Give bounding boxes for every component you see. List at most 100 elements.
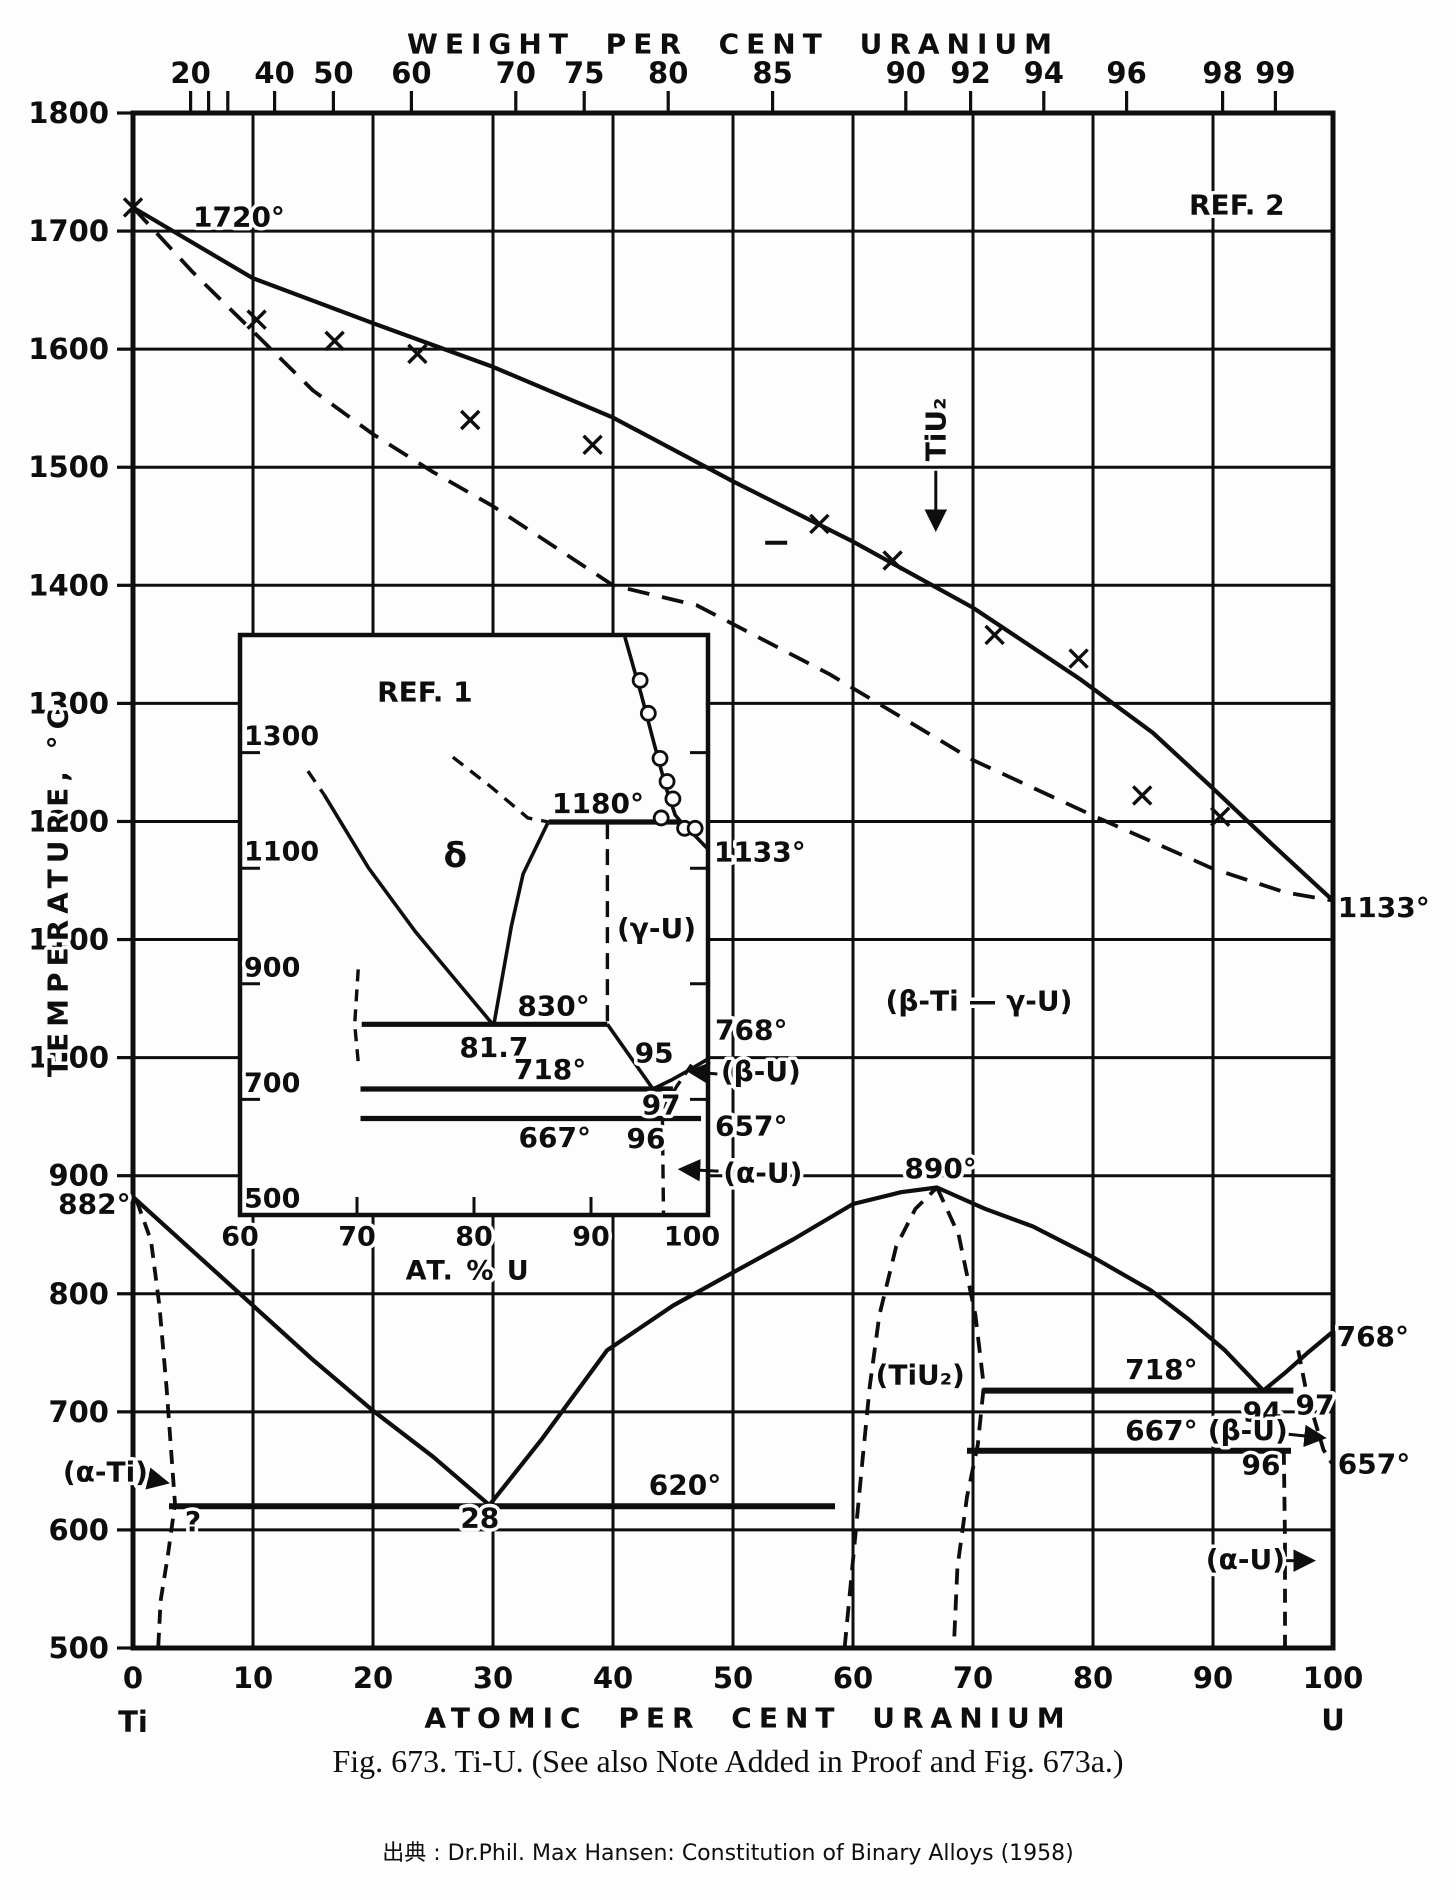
top-axis-tick-label: 75 [564,56,604,90]
inset-circle-marker [631,671,649,689]
inset-circle-marker [639,704,657,722]
inset-circle-marker [658,773,676,790]
annotation-βTiγU: (β-Ti — γ-U) [886,984,1073,1017]
inset-y-tick-label: 500 [244,1184,300,1215]
inset-series-delta-right-upper [451,755,550,824]
figure-caption: Fig. 673. Ti-U. (See also Note Added in … [332,1743,1123,1779]
series-beta-ti-liquidus [131,1195,491,1507]
inset-x-axis-title: AT. % U [406,1256,531,1287]
top-axis-tick-label: 20 [170,56,210,90]
annotation-REF1: REF. 1 [377,675,473,708]
annotation-δ: δ [444,836,467,876]
annotation-TiU: TiU₂ [919,398,952,462]
top-axis-tick-label: 80 [648,56,688,90]
annotation-667: 667° [1125,1414,1197,1447]
inset-series-delta-left [322,793,495,1026]
inset-circle-marker [652,809,670,827]
main-series [131,205,1335,1649]
annotation-αU: (α-U) [723,1156,802,1189]
annotation-667: 667° [519,1121,591,1154]
inset-y-tick-label: 1300 [244,721,319,752]
series-alpha-ti-solvus [134,1199,177,1649]
x-marker [1209,806,1231,827]
annotation-817: 81.7 [459,1031,528,1064]
annotation-95: 95 [635,1037,674,1070]
annotation-97: 97 [1296,1388,1335,1421]
y-axis-tick-label: 500 [48,1631,109,1665]
y-axis-tick-label: 1600 [28,332,109,366]
annotation-arrow [139,1467,170,1490]
y-axis-tick-label: 1700 [28,214,109,248]
x-axis-end-label-ti: Ti [118,1705,148,1739]
annotation-TiU: (TiU₂) [876,1359,965,1392]
x-marker [809,513,830,535]
x-marker [984,624,1005,646]
annotation-657: 657° [1338,1447,1410,1480]
x-marker [459,409,481,431]
top-axis-tick-label: 50 [313,56,353,90]
series-peritectic-rise [1262,1329,1335,1393]
inset-x-tick-label: 80 [455,1222,493,1253]
annotation-890: 890° [904,1152,976,1185]
y-axis-tick-label: 700 [48,1395,109,1429]
top-axis-title: WEIGHT PER CENT URANIUM [407,28,1059,61]
x-marker [324,330,345,352]
x-marker [407,343,428,365]
y-axis-tick-label: 600 [48,1513,109,1547]
x-marker [1068,648,1089,669]
top-axis-tick-label: 94 [1024,56,1064,90]
y-axis-tick-label: 800 [48,1277,109,1311]
x-axis-title: ATOMIC PER CENT URANIUM [424,1702,1071,1735]
x-axis-tick-label: 50 [713,1661,753,1695]
annotation-657: 657° [715,1109,787,1142]
x-axis-tick-label: 10 [233,1661,273,1695]
annotation-1133: 1133° [1338,891,1430,924]
annotation-96: 96 [627,1122,666,1155]
x-marker [882,550,903,571]
x-marker [246,309,267,330]
y-axis-tick-label: 900 [48,1159,109,1193]
annotation-768: 768° [715,1014,787,1047]
inset-x-tick-label: 90 [572,1222,610,1253]
annotation-718: 718° [1125,1353,1197,1386]
annotation-28: 28 [460,1502,499,1535]
grid [130,110,1336,1651]
top-axis-tick-label: 40 [254,56,294,90]
y-axis-tick-label: 1000 [28,1041,109,1075]
y-axis-tick-label: 1500 [28,450,109,484]
inset-circle-marker [664,790,682,808]
series-beta-u-boundary [1296,1350,1335,1467]
inset-y-tick-label: 700 [244,1068,300,1099]
annotation-620: 620° [649,1469,721,1502]
annotation-γU: (γ-U) [617,912,696,945]
annotation-arrow [1288,1424,1327,1448]
x-axis-tick-label: 80 [1073,1661,1113,1695]
x-axis-end-label-u: U [1321,1703,1345,1737]
annotation-arrow [687,1062,718,1085]
top-axis-tick-label: 70 [496,56,536,90]
series-eutectic-dome [487,1185,1265,1507]
inset-series-alpha-u-dashed-inset [660,1118,666,1216]
top-axis: 20 40 50 60 70 75 80 85 90 92 94 96 98 99 WEIGHT PER C… [167,24,1299,114]
x-axis-tick-label: 90 [1193,1661,1233,1695]
x-axis-tick-label: 70 [953,1661,993,1695]
annotation-βU: (β-U) [1208,1414,1288,1447]
data-markers [122,197,1231,827]
inset-x-tick-label: 60 [221,1222,259,1253]
x-marker [582,434,603,455]
annotation-94: 94 [1243,1395,1282,1428]
y-axis-tick-label: 1400 [28,568,109,602]
annotation-βU: (β-U) [721,1055,801,1088]
series-tiu2-right-boundary [935,1186,986,1649]
annotation-1720: 1720° [193,200,285,233]
inset-series-left-bracket-dashed [353,969,360,1062]
top-axis-tick-label: 85 [752,56,792,90]
top-axis-tick-label: 96 [1106,56,1146,90]
y-axis-tick-label: 1200 [28,804,109,838]
annotation-830: 830° [517,989,589,1022]
inset-circle-marker [651,749,669,767]
annotation-718: 718° [514,1053,586,1086]
y-axis-title: TEMPERATURE, °C [42,703,75,1077]
